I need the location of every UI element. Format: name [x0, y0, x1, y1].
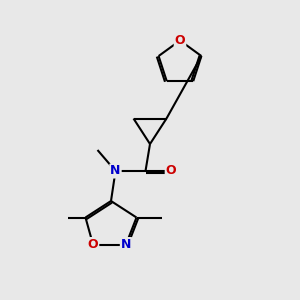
- Text: O: O: [166, 164, 176, 178]
- Text: N: N: [110, 164, 121, 178]
- Text: O: O: [88, 238, 98, 251]
- Text: N: N: [121, 238, 131, 251]
- Text: O: O: [175, 34, 185, 47]
